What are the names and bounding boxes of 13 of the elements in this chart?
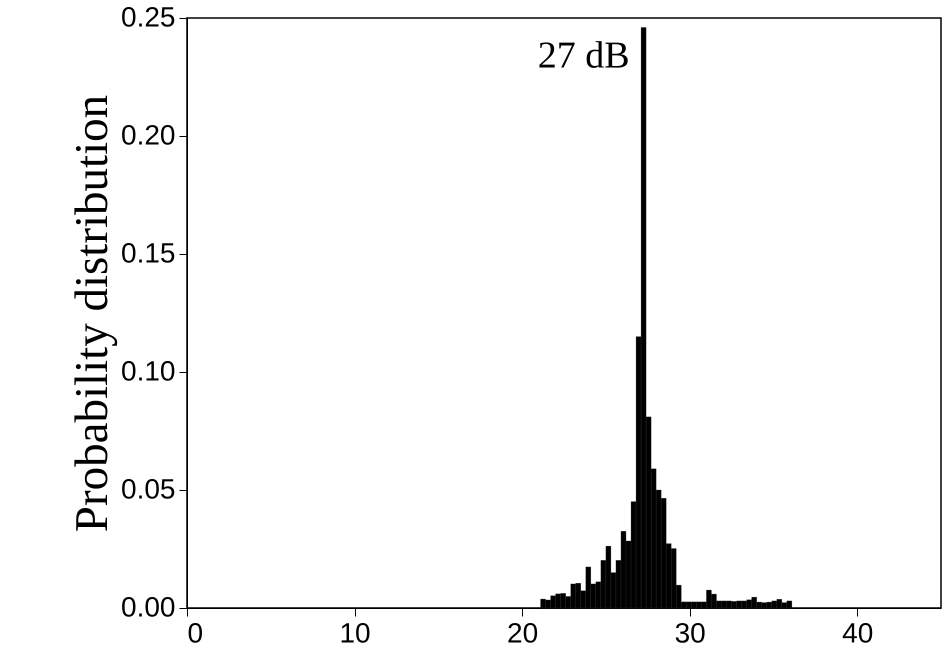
x-tick-label: 20 [507, 618, 538, 648]
y-tick-label: 0.10 [121, 356, 176, 386]
x-tick-label: 10 [339, 618, 371, 648]
y-tick-label: 0.15 [121, 238, 176, 268]
y-tick-label: 0.05 [121, 474, 176, 504]
annotation: 27 dB [538, 34, 630, 76]
x-tick-label: 40 [842, 618, 874, 648]
y-axis-title: Probability distribution [66, 94, 118, 532]
y-tick-label: 0.20 [121, 120, 176, 150]
x-tick-label: 30 [674, 618, 706, 648]
y-tick-label: 0.00 [121, 592, 176, 622]
x-tick-label: 0 [188, 618, 204, 648]
y-tick-label: 0.25 [121, 2, 176, 32]
